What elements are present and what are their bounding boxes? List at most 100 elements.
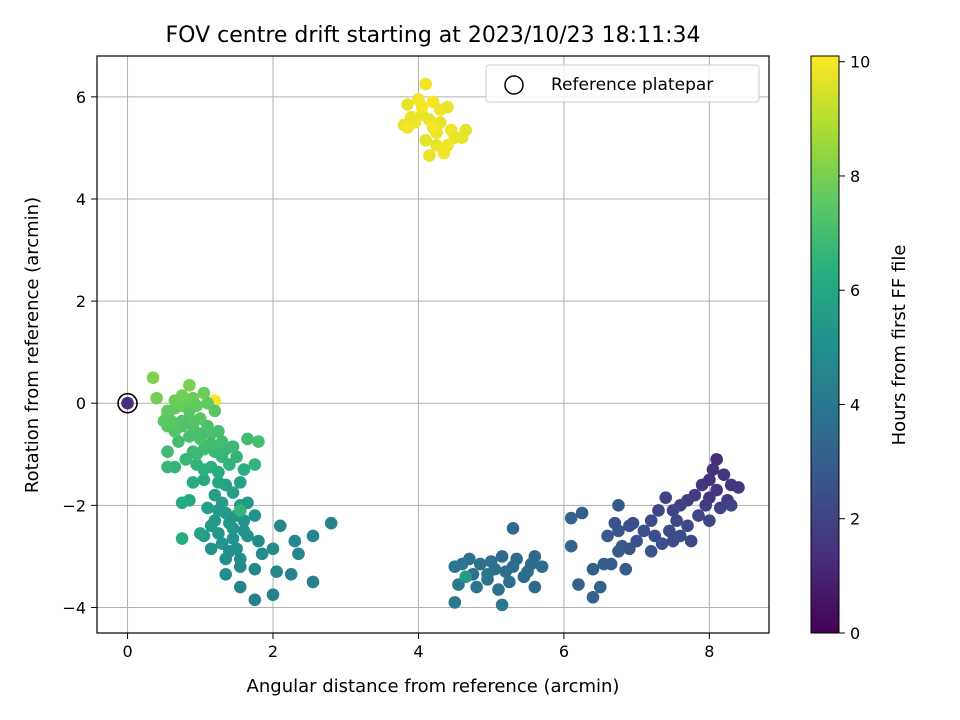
colorbar-tick-label: 6	[850, 281, 860, 300]
data-point	[233, 476, 247, 489]
data-point	[437, 146, 451, 160]
data-point	[161, 404, 174, 418]
data-point	[201, 501, 214, 515]
data-point	[197, 473, 211, 487]
data-point	[215, 450, 229, 464]
data-point	[419, 77, 433, 91]
data-point	[593, 580, 607, 594]
data-point	[168, 394, 182, 407]
data-point	[252, 435, 265, 448]
data-point	[426, 121, 440, 134]
colorbar-tick-label: 4	[850, 395, 860, 414]
data-point	[459, 570, 473, 584]
data-point	[535, 560, 549, 573]
data-point	[564, 511, 578, 525]
colorbar-tick-label: 8	[850, 167, 860, 186]
data-point	[495, 550, 509, 563]
x-tick-label: 4	[413, 642, 423, 661]
data-point	[401, 98, 414, 111]
data-point	[575, 506, 589, 520]
data-point	[248, 562, 262, 576]
data-point	[150, 391, 163, 405]
data-point	[233, 552, 247, 566]
colorbar-label: Hours from first FF file	[889, 245, 910, 446]
data-point	[644, 545, 658, 558]
data-point	[190, 399, 203, 413]
data-point	[237, 524, 251, 538]
data-point	[619, 562, 633, 576]
data-point	[161, 460, 174, 474]
data-point	[266, 542, 280, 556]
data-point	[495, 598, 509, 612]
data-point	[179, 453, 193, 466]
data-point	[404, 110, 418, 124]
data-point	[703, 514, 716, 527]
data-point	[663, 524, 676, 538]
x-tick-label: 6	[559, 642, 569, 661]
data-point	[670, 514, 683, 527]
legend-box	[485, 64, 760, 103]
data-point	[208, 488, 222, 502]
data-point	[266, 588, 280, 602]
data-point	[183, 430, 196, 443]
data-point	[492, 583, 505, 596]
data-point	[204, 519, 218, 533]
data-point	[324, 516, 338, 530]
x-axis-ticks: 0 2 4 6 8	[122, 633, 714, 661]
data-point	[190, 458, 203, 471]
data-point	[208, 404, 222, 418]
x-tick-label: 0	[122, 642, 132, 661]
x-axis-label: Angular distance from reference (arcmin)	[247, 676, 620, 697]
data-point	[423, 149, 436, 162]
data-point	[564, 539, 578, 553]
data-point	[223, 516, 236, 530]
data-point	[666, 534, 680, 548]
data-point	[212, 465, 225, 479]
data-point	[612, 545, 625, 558]
data-point	[419, 133, 433, 147]
data-point	[190, 447, 203, 461]
data-point	[655, 537, 669, 550]
data-point	[684, 534, 698, 548]
y-tick-label: −2	[62, 496, 86, 515]
data-point	[146, 371, 160, 384]
data-point	[233, 504, 247, 517]
data-point	[230, 450, 243, 464]
data-point	[637, 524, 651, 538]
data-point	[699, 499, 713, 512]
y-axis-label: Rotation from reference (arcmin)	[22, 197, 43, 493]
data-point	[710, 453, 723, 466]
data-point	[506, 560, 520, 573]
data-point	[255, 547, 269, 561]
data-point	[193, 427, 207, 441]
data-point	[212, 504, 225, 517]
data-point	[306, 575, 320, 589]
data-point	[292, 547, 305, 561]
colorbar-tick-label: 10	[850, 53, 870, 72]
data-point	[273, 519, 287, 533]
data-point	[623, 542, 636, 556]
x-tick-label: 8	[704, 642, 714, 661]
legend-entry-reference: Reference platepar	[551, 75, 713, 95]
data-point	[713, 501, 727, 515]
y-tick-label: 2	[76, 292, 86, 311]
legend-reference-marker	[504, 75, 524, 95]
data-point	[586, 562, 600, 576]
data-point	[470, 580, 483, 594]
data-point	[415, 100, 429, 114]
data-point	[681, 519, 694, 533]
x-tick-label: 2	[268, 642, 278, 661]
data-point	[212, 425, 225, 438]
data-point	[732, 481, 745, 494]
data-point	[248, 458, 262, 471]
data-point	[186, 476, 200, 489]
data-point	[233, 580, 247, 594]
colorbar: 0 2 4 6 8 10 Hours from first FF file	[810, 53, 910, 643]
data-point	[524, 557, 538, 571]
data-point	[175, 532, 189, 545]
data-point	[212, 476, 225, 489]
data-point	[306, 529, 320, 543]
data-point	[270, 565, 283, 579]
plot-frame	[96, 55, 770, 634]
data-point	[248, 509, 262, 522]
